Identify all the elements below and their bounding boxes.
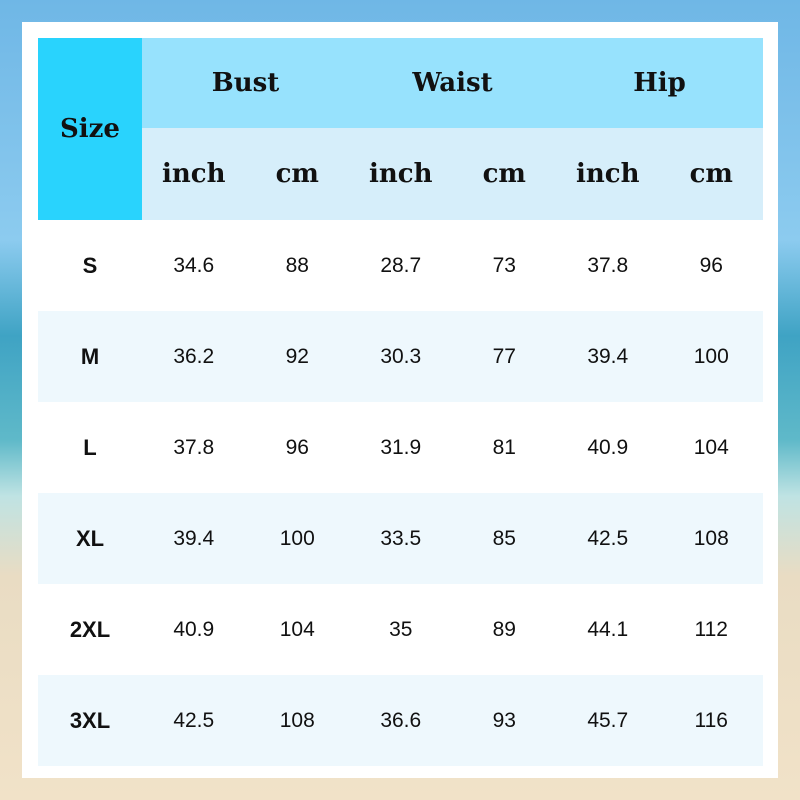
unit-header: cm	[245, 128, 349, 220]
measurement-cell: 39.4	[556, 311, 660, 402]
measurement-cell: 37.8	[173, 435, 215, 459]
measurement-cell: 92	[245, 311, 349, 402]
measurement-cell: 40.9	[587, 435, 629, 459]
measurement-cell: 116	[659, 675, 763, 766]
table-row: M 36.2 92 30.3 77 39.4 100	[38, 311, 763, 402]
hip-header: Hip	[556, 38, 763, 128]
unit-header: inch	[142, 128, 246, 220]
measurement-cell: 112	[694, 617, 728, 641]
measurement-cell: 30.3	[349, 311, 453, 402]
size-cell: L	[83, 434, 97, 460]
measurement-cell: 100	[659, 311, 763, 402]
waist-header: Waist	[349, 38, 556, 128]
measurement-cell: 104	[693, 435, 729, 459]
measurement-cell: 42.5	[142, 675, 246, 766]
table-row: S 34.6 88 28.7 73 37.8 96	[38, 220, 763, 311]
measurement-cell: 45.7	[556, 675, 660, 766]
table-row: L 37.8 96 31.9 81 40.9 104	[38, 402, 763, 493]
measurement-cell: 89	[492, 617, 516, 641]
measurement-cell: 104	[279, 617, 315, 641]
measurement-cell: 77	[452, 311, 556, 402]
measurement-cell: 34.6	[173, 253, 215, 277]
size-cell: M	[38, 311, 142, 402]
bust-header: Bust	[142, 38, 349, 128]
size-header: Size	[38, 38, 142, 220]
unit-header: inch	[349, 128, 453, 220]
measurement-cell: 36.2	[142, 311, 246, 402]
size-cell: 2XL	[69, 616, 111, 642]
measurement-cell: 42.5	[556, 493, 660, 584]
measurement-cell: 28.7	[380, 253, 422, 277]
measurement-cell: 31.9	[380, 435, 422, 459]
measurement-cell: 44.1	[587, 617, 629, 641]
measurement-cell: 81	[492, 435, 516, 459]
measurement-cell: 40.9	[173, 617, 215, 641]
measurement-cell: 93	[452, 675, 556, 766]
measurement-cell: 96	[285, 435, 309, 459]
measurement-cell: 85	[452, 493, 556, 584]
unit-header: cm	[659, 128, 763, 220]
table-row: 3XL 42.5 108 36.6 93 45.7 116	[38, 675, 763, 766]
measurement-cell: 100	[245, 493, 349, 584]
measurement-cell: 73	[492, 253, 516, 277]
size-chart-table: Size Bust Waist Hip inch cm inch cm inch cm S…	[38, 38, 763, 766]
size-cell: 3XL	[38, 675, 142, 766]
table-row: XL 39.4 100 33.5 85 42.5 108	[38, 493, 763, 584]
measurement-cell: 88	[285, 253, 309, 277]
measurement-cell: 35	[389, 617, 413, 641]
unit-header: cm	[452, 128, 556, 220]
measurement-cell: 96	[699, 253, 723, 277]
measurement-cell: 36.6	[349, 675, 453, 766]
measurement-cell: 33.5	[349, 493, 453, 584]
measurement-cell: 108	[659, 493, 763, 584]
unit-header: inch	[556, 128, 660, 220]
measurement-cell: 37.8	[587, 253, 629, 277]
size-cell: S	[82, 252, 98, 278]
measurement-cell: 39.4	[142, 493, 246, 584]
table-row: 2XL 40.9 104 35 89 44.1 112	[38, 584, 763, 675]
measurement-cell: 108	[245, 675, 349, 766]
size-cell: XL	[38, 493, 142, 584]
